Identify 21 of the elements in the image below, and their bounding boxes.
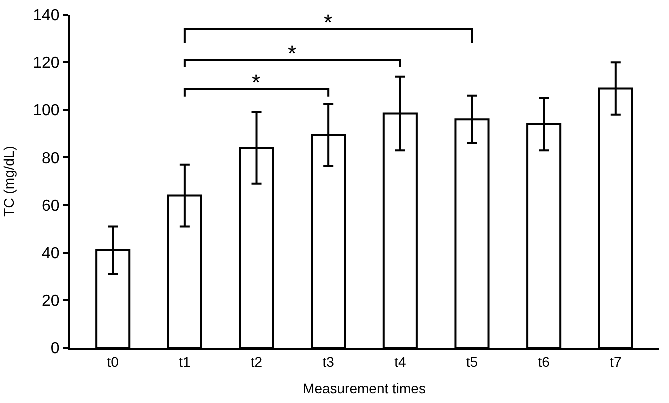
y-tick-label: 20: [42, 293, 60, 310]
x-tick-label: t1: [179, 354, 191, 370]
y-tick-label: 0: [50, 340, 60, 358]
y-tick-label: 120: [33, 55, 60, 72]
x-tick-label: t3: [322, 354, 335, 370]
x-axis-title: Measurement times: [303, 380, 426, 397]
y-axis-title: TC (mg/dL): [1, 146, 18, 217]
y-tick-label: 40: [42, 245, 60, 262]
y-tick-label: 140: [33, 8, 60, 25]
x-tick-label: t0: [107, 354, 120, 370]
x-tick-label: t7: [610, 354, 622, 370]
y-tick-label: 60: [42, 198, 60, 215]
x-tick-label: t5: [466, 354, 478, 370]
x-tick-label: t4: [394, 354, 406, 370]
x-tick-label: t6: [538, 354, 550, 370]
annotation: *: [288, 41, 297, 66]
annotation: *: [324, 10, 333, 35]
annotation: *: [252, 70, 261, 95]
y-tick-label: 100: [33, 102, 60, 120]
x-tick-label: t2: [250, 354, 263, 370]
y-tick-label: 80: [42, 150, 60, 168]
